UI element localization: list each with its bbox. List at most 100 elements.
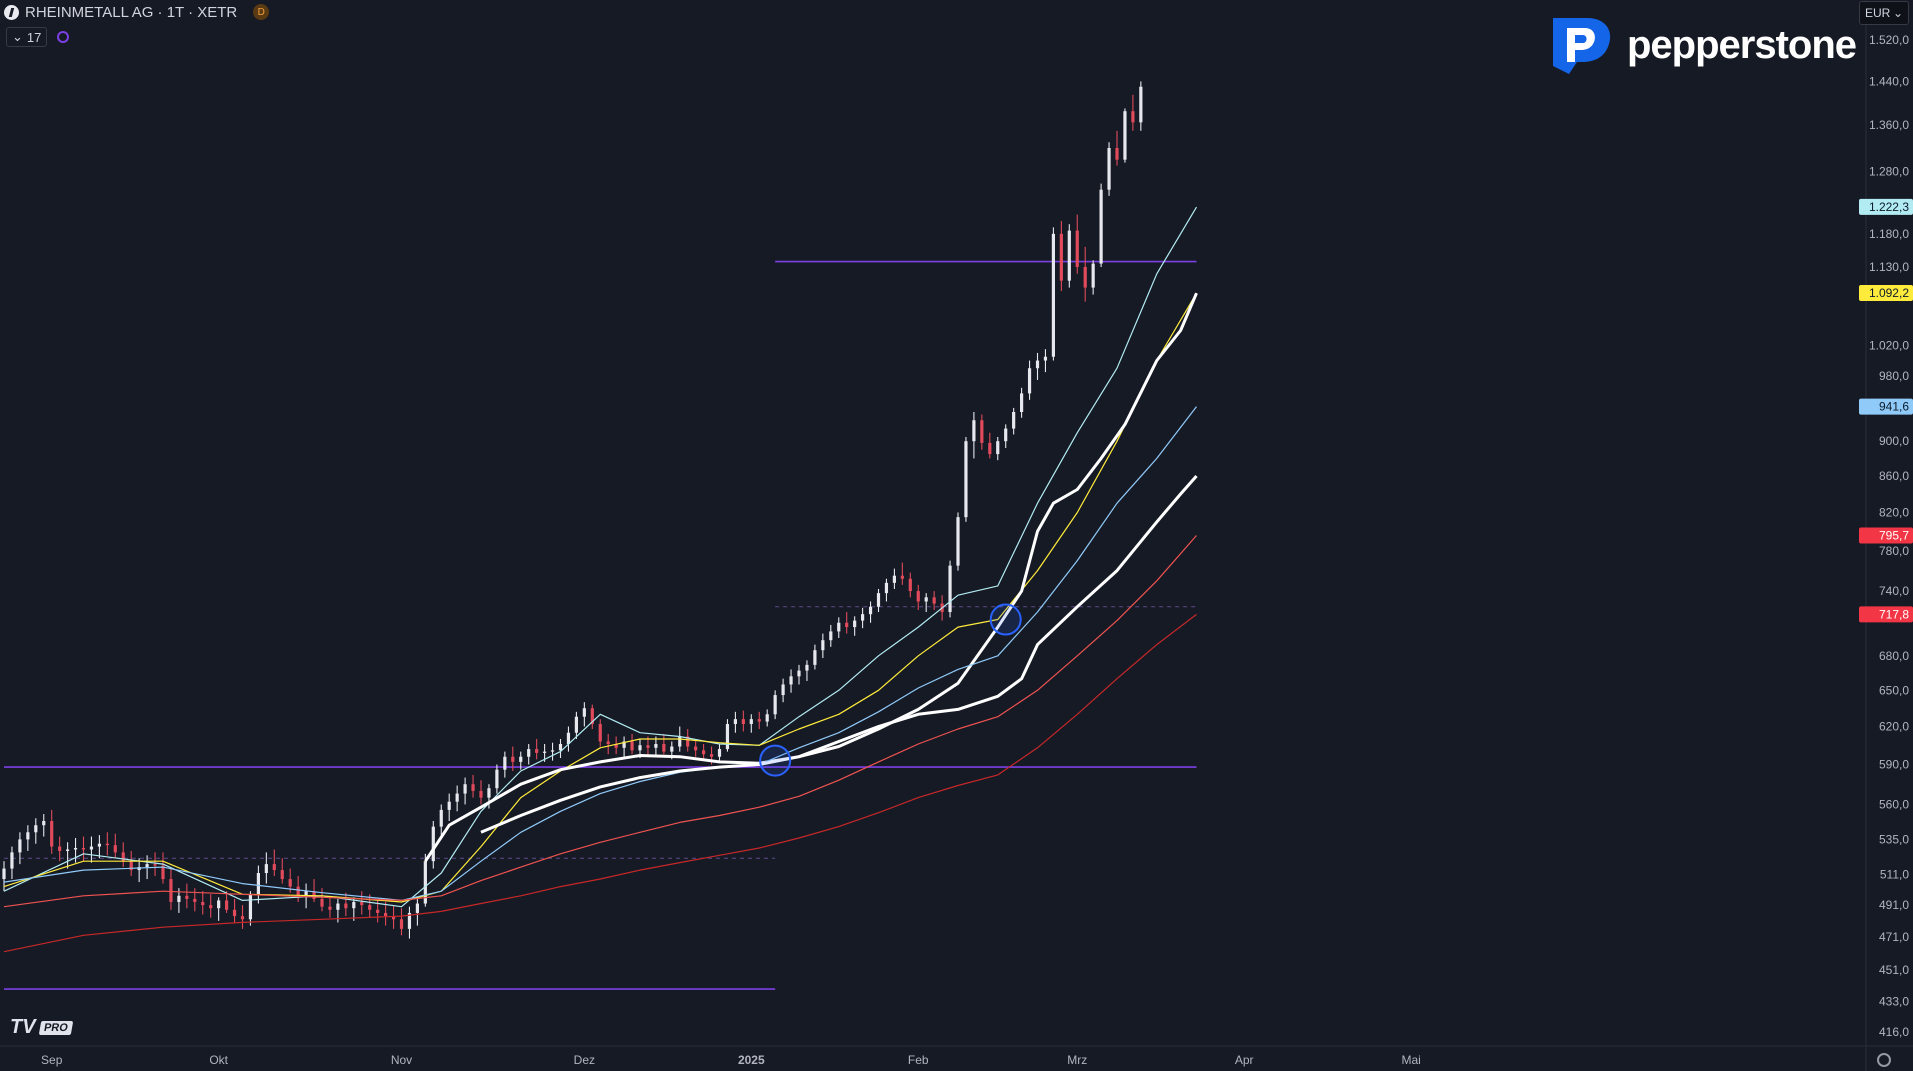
candle-body <box>376 909 380 913</box>
candle-body <box>312 891 316 899</box>
time-tick-label: Okt <box>209 1053 228 1067</box>
candle-body <box>916 591 920 602</box>
candle-body <box>1083 266 1087 288</box>
candle-body <box>320 898 324 907</box>
candle-body <box>781 684 785 696</box>
price-tick-label: 416,0 <box>1879 1025 1909 1039</box>
candle-body <box>527 749 531 757</box>
candle-body <box>105 843 109 846</box>
candle-body <box>813 650 817 665</box>
candle-body <box>1091 263 1095 288</box>
price-tick-label: 620,0 <box>1879 720 1909 734</box>
candle-body <box>821 640 825 651</box>
moving-average-line[interactable] <box>3 292 1198 903</box>
candle-body <box>129 861 133 871</box>
moving-average-line[interactable] <box>424 292 1198 863</box>
price-tick-label: 820,0 <box>1879 505 1909 519</box>
candle-body <box>996 441 1000 455</box>
price-tick-label: 1.280,0 <box>1869 165 1909 179</box>
candle-body <box>733 719 737 725</box>
candle-body <box>248 894 253 920</box>
candle-body <box>1012 412 1016 429</box>
time-tick-label: Feb <box>908 1053 929 1067</box>
candle-body <box>73 848 78 850</box>
candle-body <box>81 848 86 850</box>
candle-body <box>797 670 801 677</box>
moving-average-line[interactable] <box>3 206 1198 908</box>
price-label-badge <box>1859 527 1913 544</box>
candle-body <box>58 846 62 851</box>
moving-average-line[interactable] <box>3 535 1197 908</box>
price-tick-label: 491,0 <box>1879 898 1909 912</box>
price-tick-label: 1.130,0 <box>1869 260 1909 274</box>
candle-body <box>169 879 173 902</box>
price-tick-label: 780,0 <box>1879 544 1909 558</box>
candle-body <box>638 745 642 751</box>
candle-body <box>18 839 22 853</box>
candle-body <box>423 861 427 904</box>
candle-body <box>439 809 443 827</box>
candle-body <box>42 821 46 826</box>
candle-body <box>296 886 300 896</box>
candle-body <box>1043 356 1048 361</box>
currency-select[interactable]: EUR ⌄ <box>1859 1 1909 25</box>
candle-body <box>479 790 483 798</box>
moving-average-line[interactable] <box>480 475 1198 834</box>
candle-body <box>1035 360 1040 369</box>
candle-body <box>145 864 149 868</box>
candle-body <box>161 865 165 880</box>
candle-body <box>932 597 936 604</box>
candle-body <box>177 895 181 902</box>
highlight-circle[interactable] <box>989 603 1022 636</box>
settings-icon[interactable] <box>1877 1053 1891 1067</box>
time-tick-label: Mai <box>1401 1053 1420 1067</box>
tradingview-logo[interactable]: TV PRO <box>10 1016 73 1039</box>
indicator-bar: ⌄ 17 <box>6 27 70 47</box>
candle-body <box>97 843 101 847</box>
candle-body <box>725 724 730 750</box>
price-label-text: 941,6 <box>1879 400 1909 414</box>
candle-body <box>50 821 54 847</box>
candle-body <box>622 741 626 748</box>
highlight-circle[interactable] <box>759 744 792 777</box>
candle-body <box>670 746 674 752</box>
candle-body <box>113 845 117 853</box>
price-tick-label: 860,0 <box>1879 469 1909 483</box>
moving-average-line[interactable] <box>3 613 1197 953</box>
candle-body <box>407 912 412 929</box>
candle-body <box>399 919 404 929</box>
symbol-title[interactable]: RHEINMETALL AG · 1T · XETR <box>25 3 238 21</box>
candle-body <box>972 420 976 442</box>
candle-body <box>336 903 340 910</box>
candle-body <box>288 879 292 887</box>
candle-body <box>89 846 94 850</box>
candle-body <box>1004 428 1008 442</box>
candle-body <box>153 864 157 866</box>
price-label-badge <box>1859 285 1913 302</box>
candle-body <box>487 788 491 798</box>
candle-body <box>1107 148 1111 190</box>
price-tick-label: 535,0 <box>1879 832 1909 846</box>
price-tick-label: 451,0 <box>1879 963 1909 977</box>
price-tick-label: 560,0 <box>1879 797 1909 811</box>
candle-body <box>10 852 14 869</box>
candle-body <box>415 903 419 913</box>
candle-body <box>590 708 594 725</box>
candle-body <box>980 420 984 443</box>
price-tick-label: 680,0 <box>1879 649 1909 663</box>
moving-average-line[interactable] <box>3 406 1197 901</box>
price-tick-label: 1.020,0 <box>1869 338 1909 352</box>
data-badge[interactable]: D <box>253 4 270 20</box>
candle-body <box>837 622 841 632</box>
candle-body <box>956 517 960 566</box>
candle-body <box>304 891 308 896</box>
eye-icon[interactable] <box>57 31 70 43</box>
candle-body <box>614 743 618 748</box>
time-tick-label: Mrz <box>1067 1053 1087 1067</box>
price-label-text: 795,7 <box>1879 529 1909 543</box>
tv-logo-text: TV <box>10 1016 36 1038</box>
price-tick-label: 433,0 <box>1879 994 1909 1008</box>
indicator-toggle[interactable]: ⌄ 17 <box>6 27 48 47</box>
candle-body <box>861 614 865 621</box>
